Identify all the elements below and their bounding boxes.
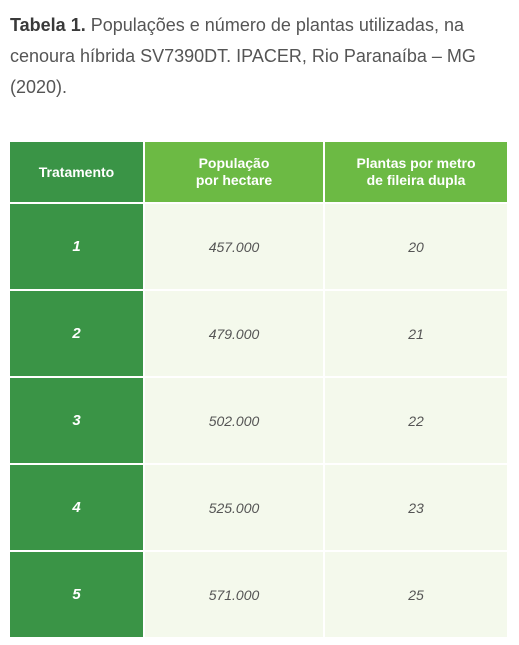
header-populacao-line2: por hectare	[195, 172, 273, 188]
table-row: 1 457.000 20	[10, 202, 507, 291]
header-plantas-line2: de fileira dupla	[366, 172, 466, 188]
populacao-cell: 571.000	[143, 550, 325, 637]
header-plantas: Plantas por metro de fileira dupla	[323, 142, 507, 204]
header-tratamento: Tratamento	[10, 142, 145, 204]
header-populacao: População por hectare	[143, 142, 325, 204]
header-row: Tratamento População por hectare Plantas …	[10, 142, 507, 204]
header-tratamento-label: Tratamento	[38, 163, 115, 180]
plantas-cell: 23	[323, 463, 507, 552]
populacao-cell: 457.000	[143, 202, 325, 291]
populacao-cell: 479.000	[143, 289, 325, 378]
tratamento-cell: 2	[10, 289, 145, 378]
table-row: 5 571.000 25	[10, 550, 507, 637]
tratamento-cell: 1	[10, 202, 145, 291]
table-row: 2 479.000 21	[10, 289, 507, 378]
tratamento-cell: 4	[10, 463, 145, 552]
table-caption: Tabela 1. Populações e número de plantas…	[10, 10, 510, 103]
caption-label: Tabela 1.	[10, 15, 86, 35]
table-row: 3 502.000 22	[10, 376, 507, 465]
plantas-cell: 20	[323, 202, 507, 291]
plantas-cell: 25	[323, 550, 507, 637]
populacao-cell: 525.000	[143, 463, 325, 552]
plantas-cell: 22	[323, 376, 507, 465]
caption-text: Populações e número de plantas utilizada…	[10, 15, 476, 97]
header-populacao-line1: População	[198, 155, 270, 171]
tratamento-cell: 5	[10, 550, 145, 637]
header-plantas-line1: Plantas por metro	[356, 155, 476, 171]
tratamento-cell: 3	[10, 376, 145, 465]
plantas-cell: 21	[323, 289, 507, 378]
data-table: Tratamento População por hectare Plantas …	[10, 142, 507, 637]
populacao-cell: 502.000	[143, 376, 325, 465]
table-row: 4 525.000 23	[10, 463, 507, 552]
